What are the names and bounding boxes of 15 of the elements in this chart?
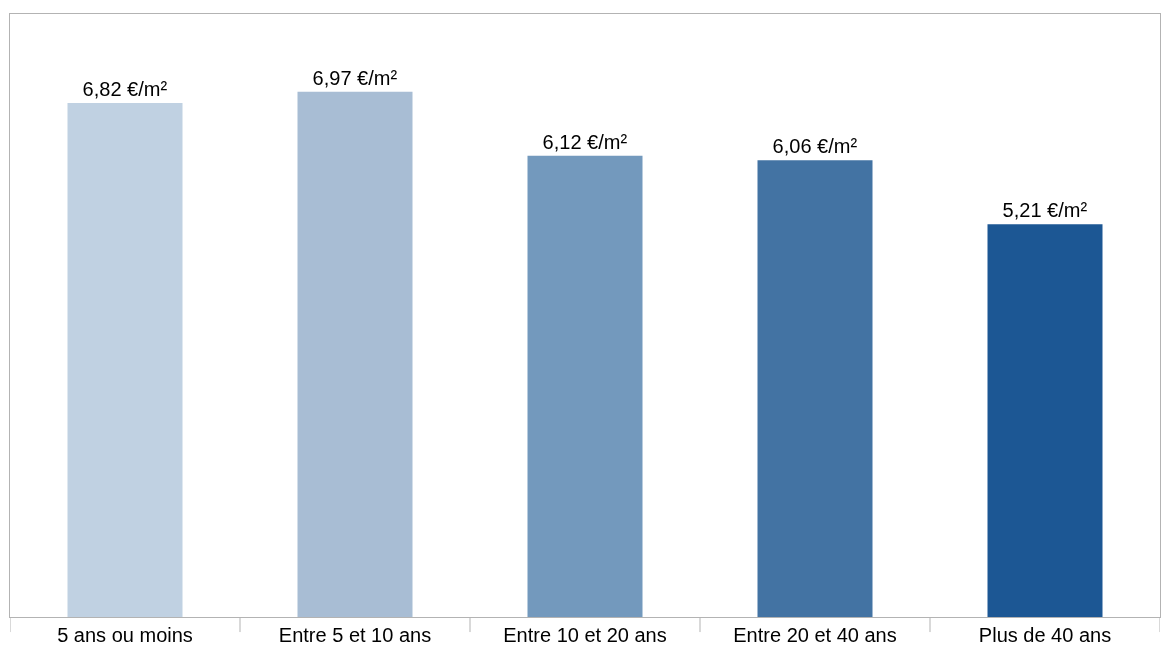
x-tick-label: Entre 20 et 40 ans [733, 624, 897, 646]
x-tick-label: Entre 10 et 20 ans [503, 624, 667, 646]
x-tick-label: 5 ans ou moins [57, 624, 193, 646]
data-label: 6,06 €/m² [772, 135, 858, 158]
data-label: 6,97 €/m² [312, 66, 398, 89]
data-label: 6,12 €/m² [542, 130, 628, 153]
bar [297, 91, 413, 617]
bar [987, 224, 1103, 617]
data-label: 5,21 €/m² [1002, 199, 1088, 222]
bar [527, 155, 643, 617]
bar [757, 160, 873, 617]
bar [67, 102, 183, 617]
data-label: 6,82 €/m² [82, 77, 168, 100]
x-tick-label: Entre 5 et 10 ans [278, 624, 432, 646]
x-tick-label: Plus de 40 ans [978, 624, 1112, 646]
